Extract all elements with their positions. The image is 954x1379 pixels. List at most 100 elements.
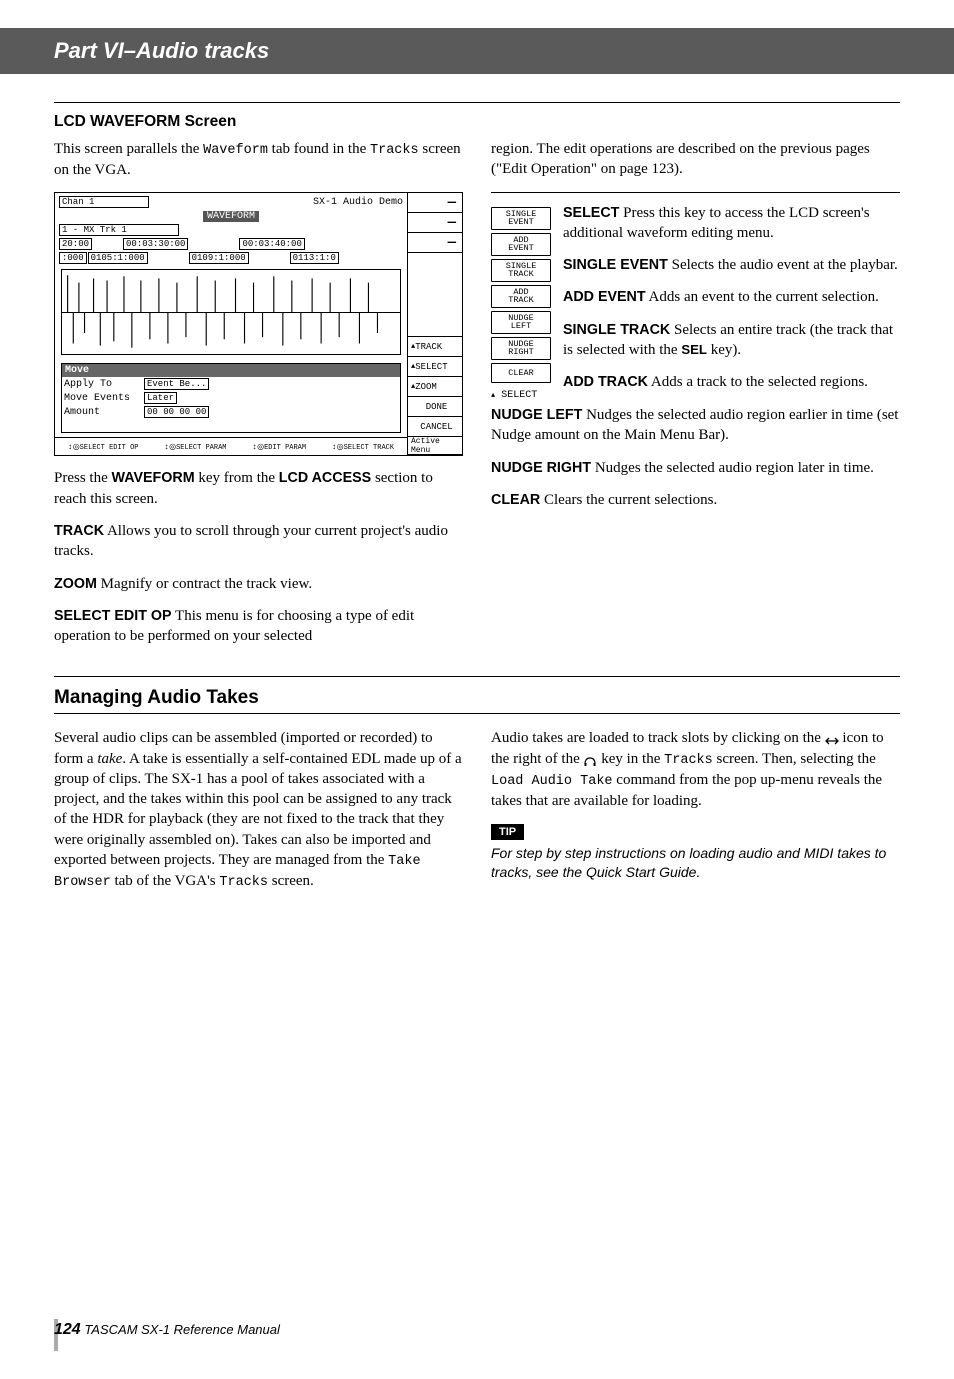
s2r-p1: Audio takes are loaded to track slots by… bbox=[491, 728, 900, 811]
menu-btn: ADDTRACK bbox=[491, 285, 551, 308]
term-label: ZOOM bbox=[54, 576, 97, 592]
section-2-right-col: Audio takes are loaded to track slots by… bbox=[491, 728, 900, 904]
lcd-tc: :000 bbox=[59, 252, 87, 264]
menu-select-label: ▲ SELECT bbox=[491, 386, 551, 401]
lcd-proj-title: SX-1 Audio Demo bbox=[313, 197, 403, 208]
text-mono: Tracks bbox=[219, 875, 268, 890]
text: key from the bbox=[195, 470, 279, 486]
section-2-left-col: Several audio clips can be assembled (im… bbox=[54, 728, 463, 904]
text: This screen parallels the bbox=[54, 141, 203, 157]
lcd-softkey: SELECT EDIT OP bbox=[80, 444, 139, 452]
menu-btn: SINGLETRACK bbox=[491, 259, 551, 282]
rule-1 bbox=[54, 102, 900, 103]
s1l-zoom: ZOOM Magnify or contract the track view. bbox=[54, 574, 463, 594]
text: key). bbox=[707, 342, 741, 358]
text-mono: Tracks bbox=[664, 753, 713, 768]
s1l-p1: This screen parallels the Waveform tab f… bbox=[54, 139, 463, 180]
menu-with-text: SINGLEEVENT ADDEVENT SINGLETRACK ADDTRAC… bbox=[491, 203, 900, 406]
s2l-p1: Several audio clips can be assembled (im… bbox=[54, 728, 463, 892]
text: screen. bbox=[268, 873, 314, 889]
tip-box: TIP For step by step instructions on loa… bbox=[491, 823, 900, 882]
page-number: 124 bbox=[54, 1321, 81, 1338]
term-label: NUDGE RIGHT bbox=[491, 460, 591, 476]
s1l-seo: SELECT EDIT OP This menu is for choosing… bbox=[54, 606, 463, 647]
lcd-label: Apply To bbox=[64, 379, 144, 390]
s1l-track: TRACK Allows you to scroll through your … bbox=[54, 521, 463, 562]
menu-btn: ADDEVENT bbox=[491, 233, 551, 256]
text: Clears the current selections. bbox=[540, 492, 717, 508]
lcd-move-panel: Move Apply To Event Be... Move Events La… bbox=[61, 363, 401, 433]
lcd-chan: Chan 1 bbox=[59, 196, 149, 208]
rule-3 bbox=[54, 713, 900, 714]
rule-thin bbox=[491, 192, 900, 193]
section-1-title: LCD WAVEFORM Screen bbox=[54, 113, 900, 131]
text-bold: WAVEFORM bbox=[112, 470, 195, 486]
menu-btn: NUDGELEFT bbox=[491, 311, 551, 334]
arrow-key-icon bbox=[825, 733, 839, 745]
tip-text: For step by step instructions on loading… bbox=[491, 844, 900, 882]
s1r-clear: CLEAR Clears the current selections. bbox=[491, 490, 900, 510]
lcd-side-btn: CANCEL bbox=[408, 417, 462, 437]
text: tab found in the bbox=[268, 141, 370, 157]
lcd-screen-title: WAVEFORM bbox=[203, 211, 259, 222]
menu-figure: SINGLEEVENT ADDEVENT SINGLETRACK ADDTRAC… bbox=[491, 207, 551, 402]
term-label: TRACK bbox=[54, 523, 104, 539]
text: tab of the VGA's bbox=[111, 873, 220, 889]
text: key in the bbox=[601, 751, 664, 767]
lcd-softkey: EDIT PARAM bbox=[264, 444, 306, 452]
section-1-left-col: This screen parallels the Waveform tab f… bbox=[54, 139, 463, 658]
s1r-select: SELECT Press this key to access the LCD … bbox=[491, 203, 900, 244]
lcd-side-btn: DONE bbox=[408, 397, 462, 417]
lcd-move-title: Move bbox=[62, 364, 400, 377]
text: . A take is essentially a self-contained… bbox=[54, 751, 462, 868]
tip-label: TIP bbox=[491, 824, 524, 840]
term-label: CLEAR bbox=[491, 492, 540, 508]
menu-btn: NUDGERIGHT bbox=[491, 337, 551, 360]
s1r-nudge-left: NUDGE LEFT Nudges the selected audio reg… bbox=[491, 405, 900, 446]
lcd-softkey: SELECT TRACK bbox=[344, 444, 394, 452]
header-title: Part VI–Audio tracks bbox=[54, 38, 269, 63]
s1r-nudge-right: NUDGE RIGHT Nudges the selected audio re… bbox=[491, 458, 900, 478]
text-mono: Waveform bbox=[203, 143, 268, 158]
lcd-track-name: 1 - MX Trk 1 bbox=[59, 224, 179, 236]
lcd-waveform-box bbox=[61, 269, 401, 355]
text: . bbox=[696, 864, 700, 880]
text: Audio takes are loaded to track slots by… bbox=[491, 730, 825, 746]
text: Allows you to scroll through your curren… bbox=[54, 523, 448, 559]
lcd-tc: 0105:1:000 bbox=[88, 252, 148, 264]
lcd-screenshot: Chan 1 SX-1 Audio Demo WAVEFORM 1 - MX T… bbox=[54, 192, 463, 456]
lcd-tc: 0113:1:0 bbox=[290, 252, 339, 264]
lcd-label: Amount bbox=[64, 407, 144, 418]
text-bold: SEL bbox=[681, 342, 707, 357]
lcd-side-btn: SELECT bbox=[415, 362, 447, 372]
lcd-softkey: SELECT PARAM bbox=[176, 444, 226, 452]
text: Adds a track to the selected regions. bbox=[648, 374, 868, 390]
lcd-tc: 20:00 bbox=[59, 238, 92, 250]
menu-btn: CLEAR bbox=[491, 363, 551, 384]
lcd-tc: 00:03:40:00 bbox=[239, 238, 304, 250]
s1r-p1: region. The edit operations are describe… bbox=[491, 139, 900, 180]
text-mono: Load Audio Take bbox=[491, 774, 613, 789]
section-1-columns: This screen parallels the Waveform tab f… bbox=[54, 139, 900, 658]
lcd-side-btn: TRACK bbox=[415, 342, 442, 352]
s1r-single-track: SINGLE TRACK Selects an entire track (th… bbox=[491, 320, 900, 361]
text: Magnify or contract the track view. bbox=[97, 576, 312, 592]
text-mono: Tracks bbox=[370, 143, 419, 158]
s1l-p2: Press the WAVEFORM key from the LCD ACCE… bbox=[54, 468, 463, 509]
section-1-right-col: region. The edit operations are describe… bbox=[491, 139, 900, 658]
term-label: NUDGE LEFT bbox=[491, 407, 582, 423]
page-content: LCD WAVEFORM Screen This screen parallel… bbox=[0, 102, 954, 904]
s1r-add-track: ADD TRACK Adds a track to the selected r… bbox=[491, 372, 900, 392]
lcd-tc: 0109:1:000 bbox=[189, 252, 249, 264]
text: Adds an event to the current selection. bbox=[646, 289, 879, 305]
section-2-columns: Several audio clips can be assembled (im… bbox=[54, 728, 900, 904]
text-bold: LCD ACCESS bbox=[279, 470, 371, 486]
term-label: SINGLE TRACK bbox=[563, 322, 670, 338]
text: screen. Then, selecting the bbox=[713, 751, 876, 767]
lcd-value: 00 00 00 00 bbox=[144, 406, 209, 418]
text: Selects the audio event at the playbar. bbox=[668, 257, 898, 273]
headphones-icon bbox=[583, 753, 597, 765]
s1r-single-event: SINGLE EVENT Selects the audio event at … bbox=[491, 255, 900, 275]
lcd-label: Move Events bbox=[64, 393, 144, 404]
rule-2 bbox=[54, 676, 900, 677]
